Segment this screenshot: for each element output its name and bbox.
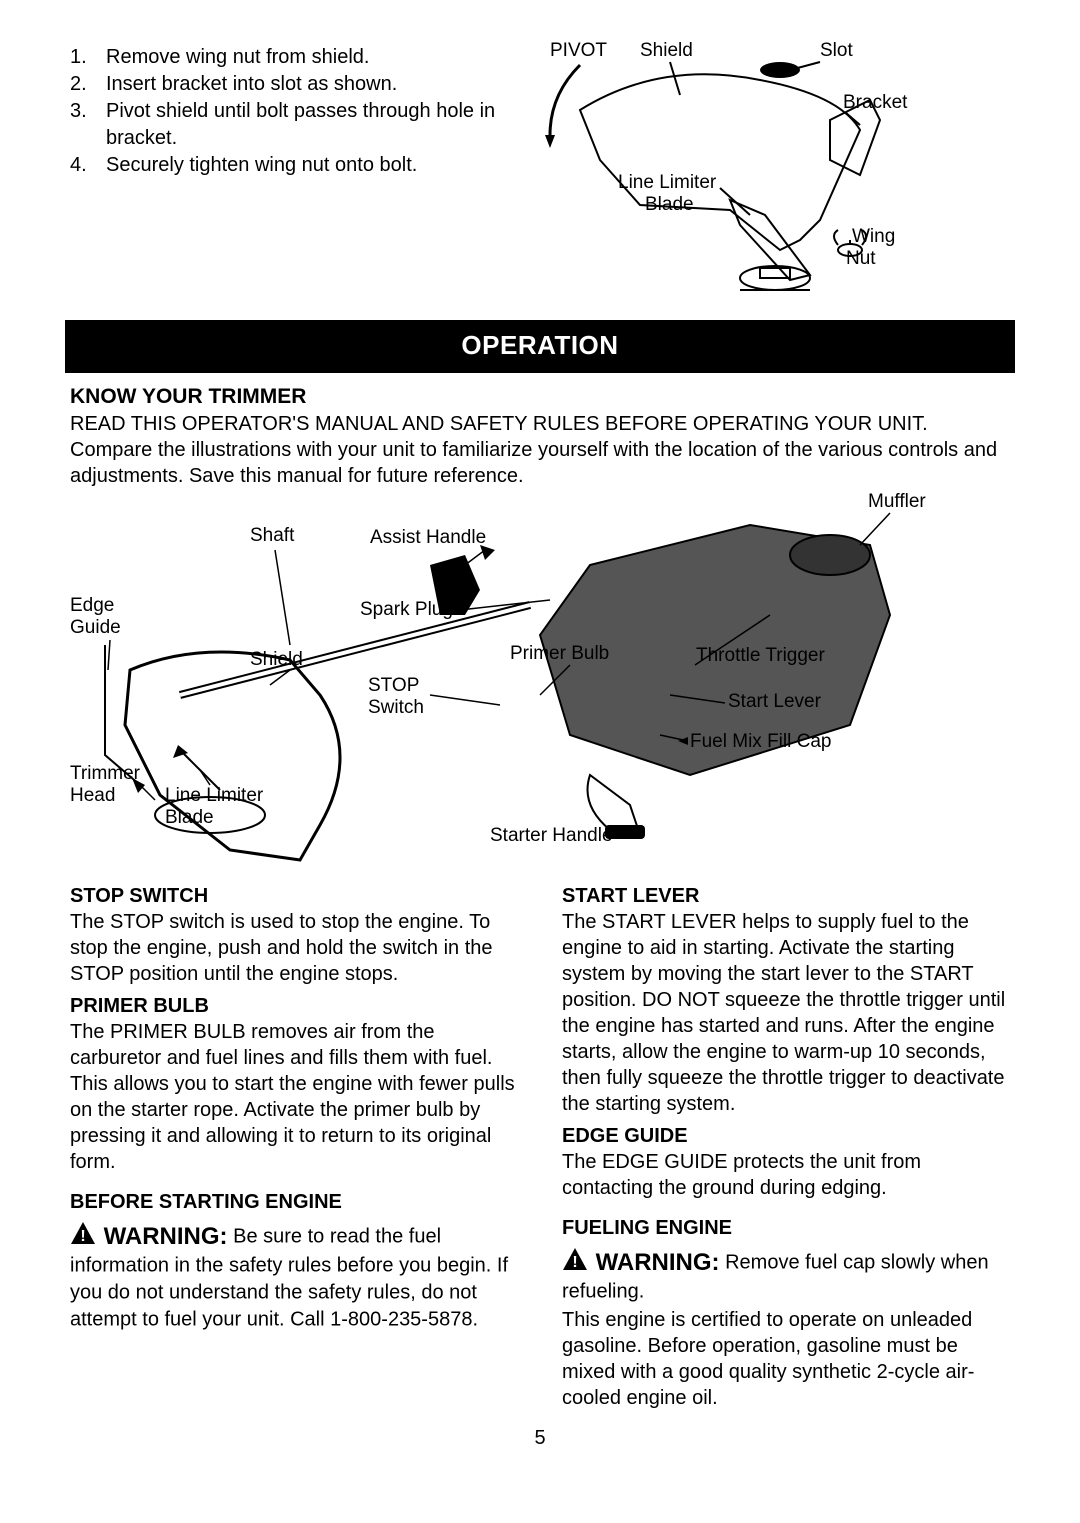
start-lever-heading: START LEVER — [562, 883, 1010, 909]
label-fuel-cap: Fuel Mix Fill Cap — [690, 731, 831, 753]
operation-heading-bar: OPERATION — [65, 320, 1015, 373]
step-number: 1. — [70, 44, 106, 71]
label-stop-1: STOP — [368, 675, 419, 697]
warning-icon: ! — [562, 1247, 588, 1278]
fueling-extra-body: This engine is certified to operate on u… — [562, 1307, 1010, 1411]
label-shield-2: Shield — [250, 649, 303, 671]
label-edge-2: Guide — [70, 617, 121, 639]
label-bracket: Bracket — [843, 92, 907, 114]
label-shield: Shield — [640, 40, 693, 62]
primer-bulb-heading: PRIMER BULB — [70, 993, 518, 1019]
shield-diagram-svg — [520, 40, 940, 300]
start-lever-body: The START LEVER helps to supply fuel to … — [562, 909, 1010, 1117]
label-throttle-trigger: Throttle Trigger — [696, 645, 825, 667]
label-start-lever: Start Lever — [728, 691, 821, 713]
warning-label-2: WARNING: — [596, 1249, 720, 1276]
left-column: STOP SWITCH The STOP switch is used to s… — [70, 883, 518, 1417]
label-nut: Nut — [846, 248, 876, 270]
step-number: 2. — [70, 71, 106, 98]
step-text: Securely tighten wing nut onto bolt. — [106, 152, 500, 179]
step-text: Insert bracket into slot as shown. — [106, 71, 500, 98]
svg-text:!: ! — [572, 1254, 577, 1271]
know-your-trimmer-heading: KNOW YOUR TRIMMER — [70, 385, 1010, 409]
fueling-engine-heading: FUELING ENGINE — [562, 1215, 1010, 1241]
label-wing: Wing — [852, 226, 895, 248]
step-text: Pivot shield until bolt passes through h… — [106, 98, 500, 152]
primer-bulb-body: The PRIMER BULB removes air from the car… — [70, 1019, 518, 1175]
instruction-list: 1. Remove wing nut from shield. 2. Inser… — [70, 44, 500, 179]
step-text: Remove wing nut from shield. — [106, 44, 500, 71]
stop-switch-body: The STOP switch is used to stop the engi… — [70, 909, 518, 987]
label-shaft: Shaft — [250, 525, 294, 547]
label-trimmer-head-1: Trimmer — [70, 763, 140, 785]
label-slot: Slot — [820, 40, 853, 62]
assembly-instructions: 1. Remove wing nut from shield. 2. Inser… — [70, 40, 500, 300]
label-line-limiter-1: Line Limiter — [618, 172, 716, 194]
label-starter-handle: Starter Handle — [490, 825, 613, 847]
label-primer-bulb: Primer Bulb — [510, 643, 609, 665]
trimmer-diagram: Muffler Shaft Assist Handle Spark Plug E… — [70, 495, 1010, 875]
label-trimmer-head-2: Head — [70, 785, 115, 807]
label-stop-2: Switch — [368, 697, 424, 719]
label-edge-1: Edge — [70, 595, 114, 617]
warning-label: WARNING: — [104, 1223, 228, 1250]
label-spark-plug: Spark Plug — [360, 599, 453, 621]
label-pivot: PIVOT — [550, 40, 607, 62]
label-muffler: Muffler — [868, 491, 926, 513]
label-assist-handle: Assist Handle — [370, 527, 486, 549]
edge-guide-heading: EDGE GUIDE — [562, 1123, 1010, 1149]
list-item: 1. Remove wing nut from shield. — [70, 44, 500, 71]
know-your-trimmer-body: READ THIS OPERATOR'S MANUAL AND SAFETY R… — [70, 411, 1010, 489]
manual-page: 1. Remove wing nut from shield. 2. Inser… — [0, 0, 1080, 1523]
step-number: 4. — [70, 152, 106, 179]
two-column-text: STOP SWITCH The STOP switch is used to s… — [70, 883, 1010, 1417]
stop-switch-heading: STOP SWITCH — [70, 883, 518, 909]
label-line-limiter-b1: Line Limiter — [165, 785, 263, 807]
label-line-limiter-b2: Blade — [165, 807, 214, 829]
list-item: 3. Pivot shield until bolt passes throug… — [70, 98, 500, 152]
step-number: 3. — [70, 98, 106, 152]
label-line-limiter-2: Blade — [645, 194, 694, 216]
list-item: 2. Insert bracket into slot as shown. — [70, 71, 500, 98]
edge-guide-body: The EDGE GUIDE protects the unit from co… — [562, 1149, 1010, 1201]
before-starting-heading: BEFORE STARTING ENGINE — [70, 1189, 518, 1215]
warning-block: ! WARNING: Be sure to read the fuel info… — [70, 1221, 518, 1332]
svg-text:!: ! — [80, 1228, 85, 1245]
top-section: 1. Remove wing nut from shield. 2. Inser… — [70, 40, 1010, 300]
warning-icon: ! — [70, 1221, 96, 1252]
right-column: START LEVER The START LEVER helps to sup… — [562, 883, 1010, 1417]
warning-block-2: ! WARNING: Remove fuel cap slowly when r… — [562, 1247, 1010, 1305]
shield-diagram: PIVOT Shield Slot Bracket Line Limiter B… — [520, 40, 1010, 300]
page-number: 5 — [70, 1427, 1010, 1450]
list-item: 4. Securely tighten wing nut onto bolt. — [70, 152, 500, 179]
